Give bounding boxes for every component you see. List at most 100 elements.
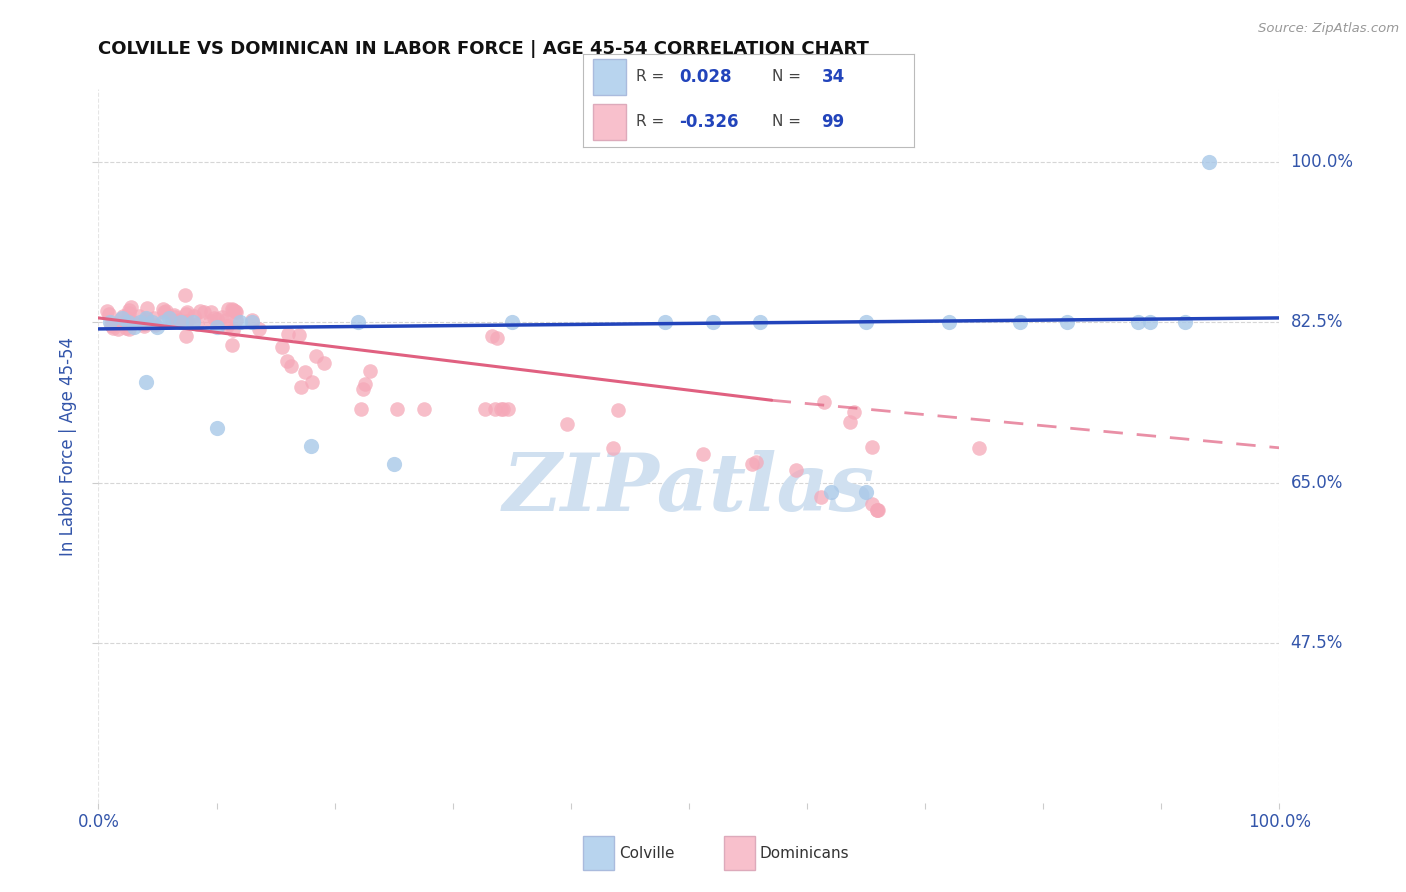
Point: [135, 310, 157, 325]
Point: [842, 404, 865, 418]
Point: [654, 316, 676, 330]
Point: [122, 320, 145, 334]
Point: [484, 402, 506, 417]
Point: [135, 315, 157, 329]
Point: [120, 300, 142, 314]
Text: 34: 34: [821, 68, 845, 86]
Point: [107, 322, 129, 336]
Point: [111, 310, 134, 325]
Point: [190, 304, 212, 318]
Point: [112, 309, 135, 323]
Point: [224, 304, 246, 318]
Text: 82.5%: 82.5%: [1291, 313, 1343, 332]
Point: [855, 484, 877, 499]
Point: [200, 305, 222, 319]
Point: [152, 316, 174, 330]
Point: [352, 382, 374, 396]
Point: [474, 402, 496, 417]
Point: [240, 316, 263, 330]
Point: [155, 303, 177, 318]
Point: [240, 313, 263, 327]
Text: 65.0%: 65.0%: [1291, 474, 1343, 491]
Point: [501, 316, 523, 330]
Point: [280, 359, 302, 374]
Point: [276, 353, 298, 368]
Point: [312, 356, 335, 370]
Text: Colville: Colville: [619, 847, 673, 861]
Point: [170, 316, 193, 330]
Point: [489, 402, 512, 417]
Point: [813, 395, 835, 409]
Point: [602, 441, 624, 455]
Point: [301, 375, 323, 389]
Text: Dominicans: Dominicans: [759, 847, 849, 861]
Point: [174, 329, 197, 343]
Point: [839, 415, 862, 429]
Point: [350, 402, 373, 417]
Text: COLVILLE VS DOMINICAN IN LABOR FORCE | AGE 45-54 CORRELATION CHART: COLVILLE VS DOMINICAN IN LABOR FORCE | A…: [98, 40, 869, 58]
Point: [100, 318, 122, 332]
Point: [221, 301, 243, 316]
Point: [1174, 316, 1197, 330]
Point: [217, 319, 239, 334]
Point: [167, 313, 190, 327]
Point: [555, 417, 578, 432]
Point: [385, 402, 408, 417]
Point: [153, 305, 176, 319]
Point: [202, 310, 225, 325]
Point: [215, 313, 238, 327]
Point: [860, 497, 883, 511]
Point: [855, 316, 877, 330]
Point: [606, 402, 628, 417]
Point: [820, 484, 842, 499]
Point: [211, 310, 233, 324]
Point: [181, 316, 204, 330]
Point: [221, 337, 243, 351]
Point: [110, 312, 132, 326]
Text: N =: N =: [772, 114, 806, 129]
Point: [225, 313, 247, 327]
Point: [118, 306, 141, 320]
Point: [1139, 316, 1161, 330]
Point: [492, 402, 515, 417]
Point: [382, 458, 405, 472]
Bar: [593, 104, 627, 140]
Text: 0.028: 0.028: [679, 68, 731, 86]
Point: [496, 402, 519, 417]
Point: [222, 322, 245, 336]
Point: [865, 503, 887, 517]
Point: [868, 503, 890, 517]
Point: [101, 321, 124, 335]
Text: N =: N =: [772, 70, 806, 85]
Text: 47.5%: 47.5%: [1291, 633, 1343, 652]
Point: [143, 318, 166, 333]
Point: [294, 365, 316, 379]
Point: [865, 503, 887, 517]
Text: ZIPatlas: ZIPatlas: [503, 450, 875, 527]
Point: [247, 322, 270, 336]
Point: [354, 376, 377, 391]
Point: [96, 304, 118, 318]
Point: [114, 320, 136, 334]
Point: [132, 318, 155, 333]
Point: [481, 328, 503, 343]
Text: R =: R =: [637, 114, 669, 129]
Point: [114, 318, 136, 332]
Point: [1008, 316, 1031, 330]
Point: [152, 302, 174, 317]
Point: [741, 458, 763, 472]
Point: [101, 319, 124, 334]
Point: [785, 463, 807, 477]
Point: [174, 315, 197, 329]
Point: [118, 302, 141, 317]
Point: [135, 312, 157, 326]
Point: [157, 310, 180, 325]
Point: [485, 331, 508, 345]
Point: [141, 316, 163, 330]
Point: [163, 309, 186, 323]
Point: [173, 288, 195, 302]
Point: [702, 316, 724, 330]
Point: [118, 322, 141, 336]
Point: [135, 375, 157, 389]
Point: [205, 420, 228, 434]
